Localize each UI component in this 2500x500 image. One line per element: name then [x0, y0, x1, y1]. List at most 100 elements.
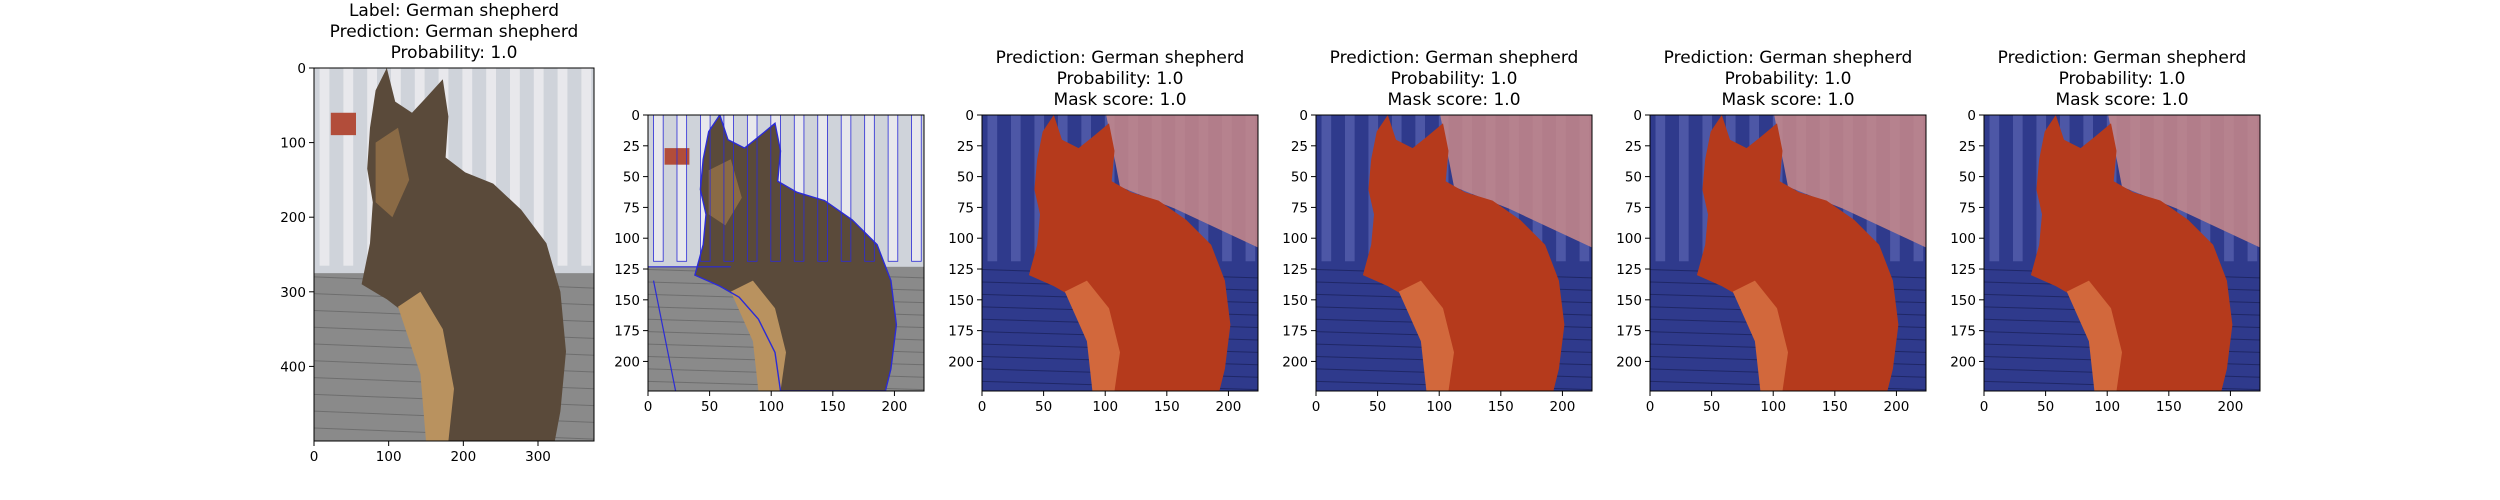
x-tick-label: 100 [2094, 399, 2120, 415]
y-tick-label: 100 [1282, 231, 1308, 247]
title-line: Probability: 1.0 [2059, 69, 2186, 89]
title-line: Mask score: 1.0 [2055, 90, 2188, 110]
y-tick-label: 175 [948, 324, 974, 340]
title-line: Mask score: 1.0 [1053, 90, 1186, 110]
x-tick-label: 150 [1488, 399, 1514, 415]
y-tick-label: 75 [1625, 200, 1642, 216]
y-tick-label: 150 [1616, 293, 1642, 309]
y-tick-label: 25 [1625, 139, 1642, 155]
y-tick-label: 175 [1616, 324, 1642, 340]
x-tick-label: 0 [978, 399, 987, 415]
axes-frame [1649, 114, 1927, 392]
y-tick-label: 0 [631, 108, 640, 124]
y-tick-label: 125 [1282, 262, 1308, 278]
edge-outline [694, 115, 898, 391]
title-line: Prediction: German shepherd [996, 48, 1245, 68]
panel-3: Prediction: German shepherdProbability: … [948, 48, 1259, 415]
y-axis: 0 25 50 75 100 125 150 175 200 [948, 108, 982, 370]
y-tick-label: 175 [1950, 324, 1976, 340]
y-tick-label: 0 [965, 108, 974, 124]
y-tick-label: 200 [280, 210, 306, 226]
y-tick-label: 50 [623, 170, 640, 186]
x-tick-label: 150 [2156, 399, 2182, 415]
y-tick-label: 0 [1967, 108, 1976, 124]
title-line: Probability: 1.0 [1391, 69, 1518, 89]
x-tick-label: 100 [758, 399, 784, 415]
title-line: Prediction: German shepherd [330, 22, 579, 42]
y-axis: 0 25 50 75 100 125 150 175 200 [1616, 108, 1650, 370]
y-tick-label: 125 [614, 262, 640, 278]
y-tick-label: 400 [280, 359, 306, 375]
x-tick-label: 150 [1822, 399, 1848, 415]
x-tick-label: 150 [1154, 399, 1180, 415]
y-tick-label: 25 [1291, 139, 1308, 155]
y-tick-label: 25 [623, 139, 640, 155]
title-line: Mask score: 1.0 [1721, 90, 1854, 110]
axes-frame [313, 67, 595, 442]
panel-title: Prediction: German shepherdProbability: … [1998, 48, 2247, 110]
y-tick-label: 100 [280, 136, 306, 152]
x-tick-label: 0 [644, 399, 653, 415]
y-tick-label: 200 [1616, 354, 1642, 370]
title-line: Prediction: German shepherd [1330, 48, 1579, 68]
y-tick-label: 200 [948, 354, 974, 370]
x-tick-label: 200 [882, 399, 908, 415]
panel-4: Prediction: German shepherdProbability: … [1282, 48, 1593, 415]
y-tick-label: 0 [1299, 108, 1308, 124]
y-axis: 0 25 50 75 100 125 150 175 200 [1282, 108, 1316, 370]
y-tick-label: 100 [1950, 231, 1976, 247]
panel-image [982, 115, 1258, 391]
y-tick-label: 100 [614, 231, 640, 247]
y-tick-label: 25 [957, 139, 974, 155]
y-tick-label: 175 [614, 324, 640, 340]
x-tick-label: 0 [1312, 399, 1321, 415]
x-tick-label: 100 [1426, 399, 1452, 415]
y-tick-label: 0 [1633, 108, 1642, 124]
x-tick-label: 100 [1092, 399, 1118, 415]
title-line: Probability: 1.0 [391, 43, 518, 63]
x-tick-label: 200 [1550, 399, 1576, 415]
x-tick-label: 50 [1035, 399, 1052, 415]
x-tick-label: 200 [1216, 399, 1242, 415]
y-axis: 0 100 200 300 400 [280, 61, 314, 375]
x-tick-label: 300 [525, 449, 551, 465]
x-axis: 0 100 200 300 [310, 441, 551, 465]
y-tick-label: 50 [1625, 170, 1642, 186]
panel-5: Prediction: German shepherdProbability: … [1616, 48, 1927, 415]
title-line: Prediction: German shepherd [1664, 48, 1913, 68]
panel-image [648, 115, 924, 391]
y-tick-label: 100 [948, 231, 974, 247]
x-tick-label: 0 [1646, 399, 1655, 415]
panel-image [1316, 115, 1592, 391]
x-tick-label: 150 [820, 399, 846, 415]
y-tick-label: 200 [1282, 354, 1308, 370]
axes-frame [647, 114, 925, 392]
x-tick-label: 50 [1703, 399, 1720, 415]
y-tick-label: 150 [1950, 293, 1976, 309]
panel-image [314, 68, 594, 441]
panel-image [1984, 115, 2260, 391]
panel-title: Prediction: German shepherdProbability: … [996, 48, 1245, 110]
title-line: Mask score: 1.0 [1387, 90, 1520, 110]
x-tick-label: 200 [2218, 399, 2244, 415]
panel-image [1650, 115, 1926, 391]
y-tick-label: 175 [1282, 324, 1308, 340]
y-tick-label: 75 [623, 200, 640, 216]
y-tick-label: 300 [280, 285, 306, 301]
x-axis: 0 50 100 150 200 [978, 391, 1242, 415]
y-tick-label: 200 [614, 354, 640, 370]
y-tick-label: 125 [1616, 262, 1642, 278]
x-tick-label: 200 [1884, 399, 1910, 415]
axes-frame [981, 114, 1259, 392]
x-axis: 0 50 100 150 200 [1312, 391, 1576, 415]
x-tick-label: 0 [310, 449, 319, 465]
title-line: Label: German shepherd [349, 1, 559, 21]
axes-frame [1315, 114, 1593, 392]
y-tick-label: 125 [1950, 262, 1976, 278]
y-axis: 0 25 50 75 100 125 150 175 200 [1950, 108, 1984, 370]
panel-title: Prediction: German shepherdProbability: … [1330, 48, 1579, 110]
y-tick-label: 75 [1291, 200, 1308, 216]
x-axis: 0 50 100 150 200 [1646, 391, 1910, 415]
